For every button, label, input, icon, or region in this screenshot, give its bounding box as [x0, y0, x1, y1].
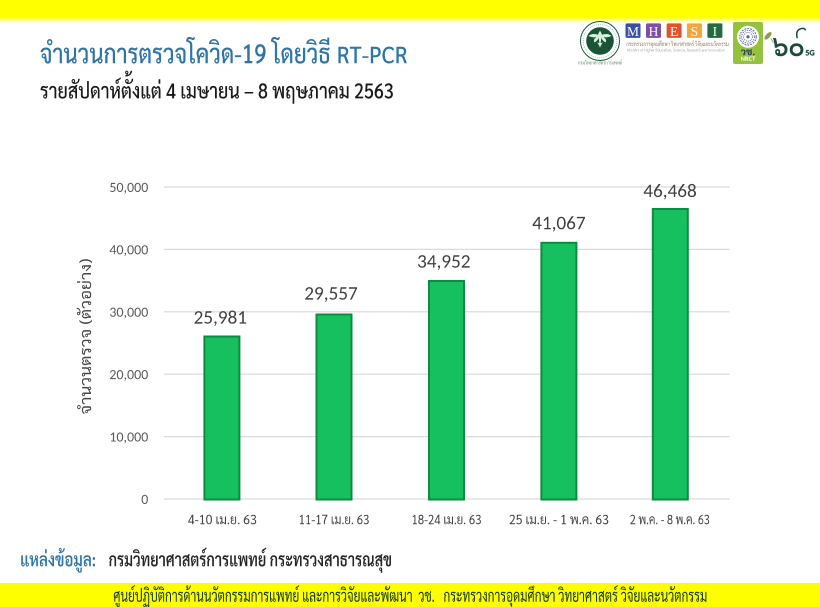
svg-text:H: H [649, 24, 659, 39]
svg-text:E: E [670, 24, 678, 39]
svg-text:I: I [713, 24, 718, 39]
svg-text:S: S [691, 24, 699, 39]
svg-text:M: M [627, 24, 639, 39]
